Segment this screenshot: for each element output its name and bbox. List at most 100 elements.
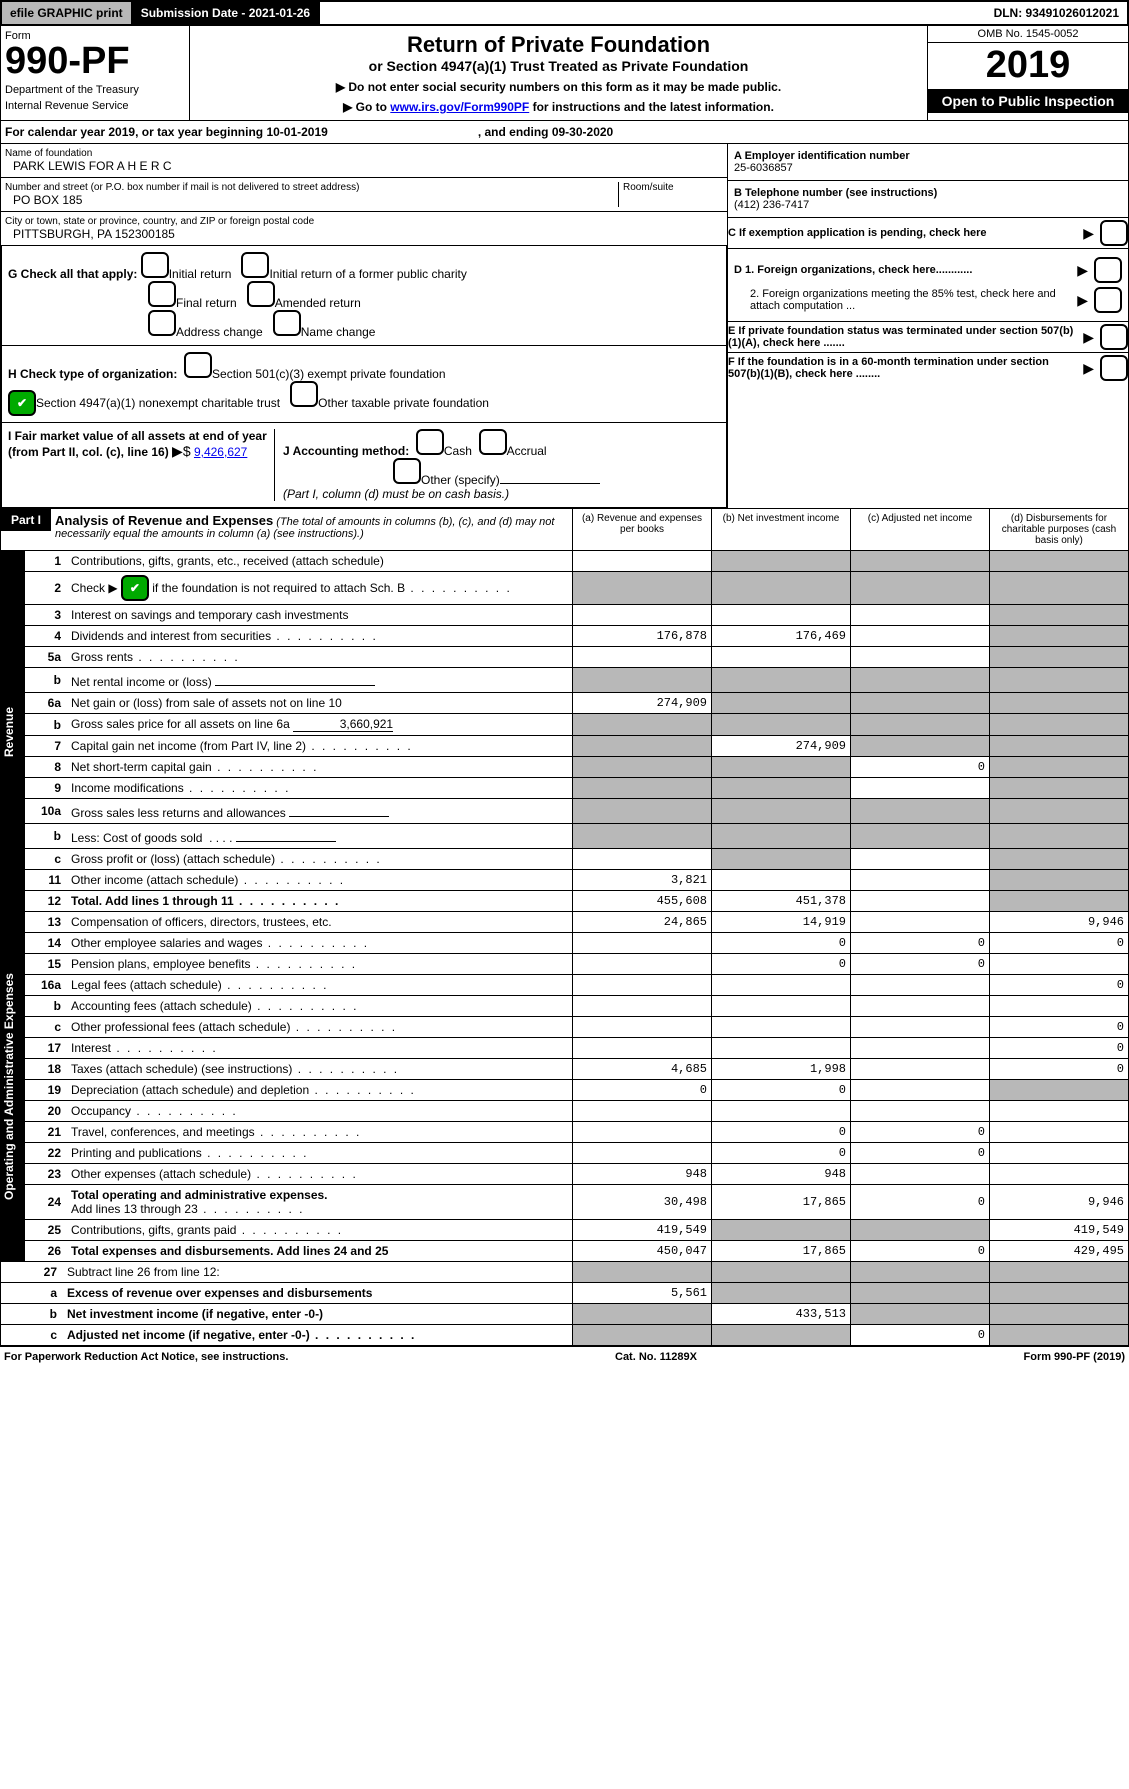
g-opt1: Initial return	[169, 267, 232, 281]
checkbox-schb[interactable]: ✔	[121, 575, 149, 601]
h-opt3: Other taxable private foundation	[318, 396, 489, 410]
efile-btn[interactable]: efile GRAPHIC print	[2, 2, 133, 24]
open-public: Open to Public Inspection	[928, 89, 1128, 113]
checkbox-other-taxable[interactable]	[290, 381, 318, 407]
checkbox-d2[interactable]	[1094, 287, 1122, 313]
line-19: 19Depreciation (attach schedule) and dep…	[25, 1080, 1129, 1101]
checkbox-accrual[interactable]	[479, 429, 507, 455]
line-8: 8Net short-term capital gain0	[25, 757, 1129, 778]
e-label: E If private foundation status was termi…	[728, 325, 1077, 349]
f-label: F If the foundation is in a 60-month ter…	[728, 356, 1077, 380]
checkbox-other-method[interactable]	[393, 458, 421, 484]
line-27c: cAdjusted net income (if negative, enter…	[1, 1325, 1129, 1346]
checkbox-4947[interactable]: ✔	[8, 390, 36, 416]
line-2: 2Check ▶ ✔ if the foundation is not requ…	[25, 572, 1129, 605]
line-5b: bNet rental income or (loss)	[25, 668, 1129, 693]
line-14: 14Other employee salaries and wages000	[25, 933, 1129, 954]
checkbox-final[interactable]	[148, 281, 176, 307]
checkbox-d1[interactable]	[1094, 257, 1122, 283]
line-11: 11Other income (attach schedule)3,821	[25, 870, 1129, 891]
revenue-tab: Revenue	[0, 551, 24, 912]
col-a-hdr: (a) Revenue and expenses per books	[572, 509, 711, 550]
expenses-section: Operating and Administrative Expenses 13…	[0, 912, 1129, 1262]
checkbox-name-change[interactable]	[273, 310, 301, 336]
city-label: City or town, state or province, country…	[5, 216, 723, 227]
checkbox-501c3[interactable]	[184, 352, 212, 378]
j-opt2: Accrual	[507, 444, 547, 458]
h-label: H Check type of organization:	[8, 367, 177, 381]
checkbox-initial-former[interactable]	[241, 252, 269, 278]
summary-table: 27Subtract line 26 from line 12: aExcess…	[0, 1262, 1129, 1346]
line-27a: aExcess of revenue over expenses and dis…	[1, 1283, 1129, 1304]
h-opt2: Section 4947(a)(1) nonexempt charitable …	[36, 396, 280, 410]
checkbox-e[interactable]	[1100, 324, 1128, 350]
line-23: 23Other expenses (attach schedule)948948	[25, 1164, 1129, 1185]
footer-right: Form 990-PF (2019)	[1024, 1351, 1125, 1363]
d1-label: D 1. Foreign organizations, check here..…	[734, 264, 1071, 276]
expenses-tab: Operating and Administrative Expenses	[0, 912, 24, 1262]
g-opt5: Address change	[176, 325, 263, 339]
line-25: 25Contributions, gifts, grants paid419,5…	[25, 1220, 1129, 1241]
part1-label: Part I	[1, 509, 51, 531]
line-5a: 5aGross rents	[25, 647, 1129, 668]
line-9: 9Income modifications	[25, 778, 1129, 799]
checkbox-f[interactable]	[1100, 355, 1128, 381]
line-7: 7Capital gain net income (from Part IV, …	[25, 736, 1129, 757]
section-h: H Check type of organization: Section 50…	[1, 346, 727, 423]
section-g: G Check all that apply: Initial return I…	[1, 246, 727, 346]
form-title: Return of Private Foundation	[196, 32, 921, 58]
line-1: 1Contributions, gifts, grants, etc., rec…	[25, 551, 1129, 572]
line-10b: bLess: Cost of goods sold . . . .	[25, 824, 1129, 849]
line-6a: 6aNet gain or (loss) from sale of assets…	[25, 693, 1129, 714]
j-note: (Part I, column (d) must be on cash basi…	[283, 487, 509, 501]
col-b-hdr: (b) Net investment income	[711, 509, 850, 550]
part1-header-row: Part I Analysis of Revenue and Expenses …	[0, 508, 1129, 551]
expenses-table: 13Compensation of officers, directors, t…	[24, 912, 1129, 1262]
footer-left: For Paperwork Reduction Act Notice, see …	[4, 1351, 288, 1363]
note-link: ▶ Go to www.irs.gov/Form990PF for instru…	[196, 100, 921, 114]
form-link[interactable]: www.irs.gov/Form990PF	[390, 100, 529, 114]
calendar-year-row: For calendar year 2019, or tax year begi…	[0, 120, 1129, 144]
g-opt6: Name change	[301, 325, 376, 339]
line-22: 22Printing and publications00	[25, 1143, 1129, 1164]
checkbox-addr-change[interactable]	[148, 310, 176, 336]
ein-value: 25-6036857	[734, 162, 793, 174]
checkbox-initial[interactable]	[141, 252, 169, 278]
submission-date: Submission Date - 2021-01-26	[133, 2, 320, 24]
city-state-zip: PITTSBURGH, PA 152300185	[5, 227, 723, 241]
line-16a: 16aLegal fees (attach schedule)0	[25, 975, 1129, 996]
line-15: 15Pension plans, employee benefits00	[25, 954, 1129, 975]
checkbox-c[interactable]	[1100, 220, 1128, 246]
g-opt4: Amended return	[275, 296, 361, 310]
addr-label: Number and street (or P.O. box number if…	[5, 182, 618, 193]
fmv-value: 9,426,627	[194, 445, 247, 459]
g-opt3: Final return	[176, 296, 237, 310]
j-opt1: Cash	[444, 444, 472, 458]
line-10c: cGross profit or (loss) (attach schedule…	[25, 849, 1129, 870]
line-4: 4Dividends and interest from securities1…	[25, 626, 1129, 647]
revenue-table: 1Contributions, gifts, grants, etc., rec…	[24, 551, 1129, 912]
line-27b: bNet investment income (if negative, ent…	[1, 1304, 1129, 1325]
note-ssn: ▶ Do not enter social security numbers o…	[196, 80, 921, 94]
part1-title: Analysis of Revenue and Expenses	[55, 513, 273, 528]
checkbox-cash[interactable]	[416, 429, 444, 455]
tel-value: (412) 236-7417	[734, 199, 809, 211]
line-17: 17Interest0	[25, 1038, 1129, 1059]
line-16b: bAccounting fees (attach schedule)	[25, 996, 1129, 1017]
cal-end: , and ending 09-30-2020	[478, 125, 613, 139]
form-subtitle: or Section 4947(a)(1) Trust Treated as P…	[196, 58, 921, 74]
dln: DLN: 93491026012021	[986, 2, 1127, 24]
line-20: 20Occupancy	[25, 1101, 1129, 1122]
line-6b: bGross sales price for all assets on lin…	[25, 714, 1129, 736]
j-label: J Accounting method:	[283, 444, 409, 458]
checkbox-amended[interactable]	[247, 281, 275, 307]
col-c-hdr: (c) Adjusted net income	[850, 509, 989, 550]
line-27: 27Subtract line 26 from line 12:	[1, 1262, 1129, 1283]
line-21: 21Travel, conferences, and meetings00	[25, 1122, 1129, 1143]
identity-block: Name of foundationPARK LEWIS FOR A H E R…	[0, 144, 1129, 508]
footer-center: Cat. No. 11289X	[615, 1351, 697, 1363]
h-opt1: Section 501(c)(3) exempt private foundat…	[212, 367, 445, 381]
section-ij: I Fair market value of all assets at end…	[1, 423, 727, 508]
line-16c: cOther professional fees (attach schedul…	[25, 1017, 1129, 1038]
omb-number: OMB No. 1545-0052	[928, 26, 1128, 43]
